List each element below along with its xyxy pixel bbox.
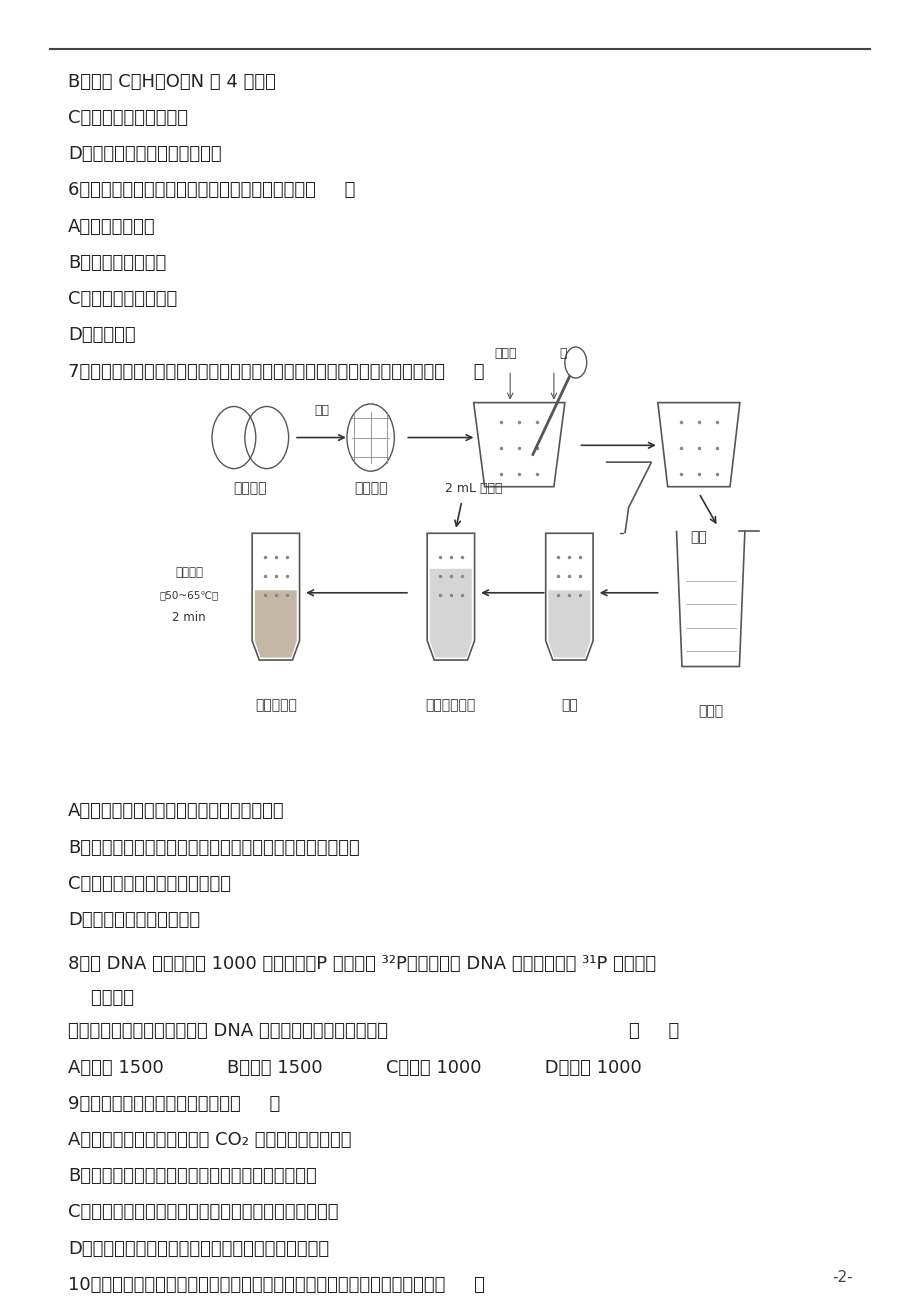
Text: -2-: -2- (832, 1271, 852, 1285)
Text: （     ）: （ ） (628, 1022, 678, 1040)
Text: 苷酸的培: 苷酸的培 (68, 988, 134, 1006)
Text: C．与抗原特异性结合: C．与抗原特异性结合 (68, 290, 177, 309)
Text: 8．某 DNA 分子中含有 1000 个碱基对（P 元素只是 ³²P）。若将该 DNA 分子放在只含 ³¹P 的脱氧核: 8．某 DNA 分子中含有 1000 个碱基对（P 元素只是 ³²P）。若将该 … (68, 956, 655, 973)
Text: 过滤: 过滤 (561, 698, 577, 712)
Text: D．细胞内的自由水，是许多重要化学反应的良好溶剂: D．细胞内的自由水，是许多重要化学反应的良好溶剂 (68, 1240, 329, 1258)
Text: （50~65℃）: （50~65℃） (159, 590, 219, 600)
Text: C．被标记的有氧呼吸消耗的氧气中的氧可在水中检测到: C．被标记的有氧呼吸消耗的氧气中的氧可在水中检测到 (68, 1203, 338, 1221)
Text: A．丙酮酸彻底氧化分解生成 CO₂ 的过程需要水的参与: A．丙酮酸彻底氧化分解生成 CO₂ 的过程需要水的参与 (68, 1131, 351, 1148)
Text: A．图中的甲试剂也可以直接用于鉴定蛋白质: A．图中的甲试剂也可以直接用于鉴定蛋白质 (68, 802, 284, 820)
Text: 7．如图是鉴定生物组织中某种成分的操作流程图。下列相关叙述中正确的是（     ）: 7．如图是鉴定生物组织中某种成分的操作流程图。下列相关叙述中正确的是（ ） (68, 362, 484, 380)
Text: 9．下列有关水的叙述，错误的是（     ）: 9．下列有关水的叙述，错误的是（ ） (68, 1095, 280, 1113)
Text: D．都是人体细胞中的能源物质: D．都是人体细胞中的能源物质 (68, 146, 221, 163)
Text: A．升高血糖浓度: A．升高血糖浓度 (68, 217, 155, 236)
Text: D．可用韭菜叶片替代苹果: D．可用韭菜叶片替代苹果 (68, 911, 200, 930)
Text: 研磨液: 研磨液 (698, 704, 722, 719)
Polygon shape (429, 569, 471, 658)
Text: 去皮: 去皮 (313, 404, 329, 417)
Polygon shape (255, 590, 297, 658)
Text: 苹果洗净: 苹果洗净 (233, 480, 267, 495)
Text: 水: 水 (559, 348, 566, 361)
Text: B．人体细胞有氧呼吸过程中水是产物但不是反应物: B．人体细胞有氧呼吸过程中水是产物但不是反应物 (68, 1167, 316, 1185)
Text: C．都能被相应的酶水解: C．都能被相应的酶水解 (68, 109, 187, 128)
Text: 水浴加热: 水浴加热 (175, 566, 203, 579)
Text: 2 min: 2 min (172, 611, 206, 624)
Text: A．减少 1500           B．增加 1500           C．减少 1000           D．增加 1000: A．减少 1500 B．增加 1500 C．减少 1000 D．增加 1000 (68, 1059, 641, 1077)
Text: 6．下列哪项不是人体血浆中的蛋白质具有的功能（     ）: 6．下列哪项不是人体血浆中的蛋白质具有的功能（ ） (68, 181, 355, 199)
Text: 切成小块: 切成小块 (354, 480, 387, 495)
Text: D．运输氧气: D．运输氧气 (68, 327, 135, 344)
Text: 研磨: 研磨 (690, 530, 707, 544)
Text: 生物组织样液: 生物组织样液 (425, 698, 475, 712)
Polygon shape (548, 590, 590, 658)
Text: B．都含 C、H、O、N 这 4 种元素: B．都含 C、H、O、N 这 4 种元素 (68, 73, 276, 91)
Text: 养液中让其复制两次，则子代 DNA 的相对分子质量平均比原来: 养液中让其复制两次，则子代 DNA 的相对分子质量平均比原来 (68, 1022, 388, 1040)
Text: 砖红色沉淀: 砖红色沉淀 (255, 698, 297, 712)
Text: B．维持血浆渗透压: B．维持血浆渗透压 (68, 254, 166, 272)
Text: 10．下列有关兴奋在神经纤维上的传导和神经元之间传递的叙述，正确的是（     ）: 10．下列有关兴奋在神经纤维上的传导和神经元之间传递的叙述，正确的是（ ） (68, 1276, 484, 1294)
Text: 石英砂: 石英砂 (494, 348, 516, 361)
Text: B．甲试剂由甲、乙两种液体组成，使用时先加甲液再加乙液: B．甲试剂由甲、乙两种液体组成，使用时先加甲液再加乙液 (68, 838, 359, 857)
Text: C．石英砂的作用是使研磨更充分: C．石英砂的作用是使研磨更充分 (68, 875, 231, 893)
Text: 2 mL 甲试剂: 2 mL 甲试剂 (445, 482, 502, 495)
